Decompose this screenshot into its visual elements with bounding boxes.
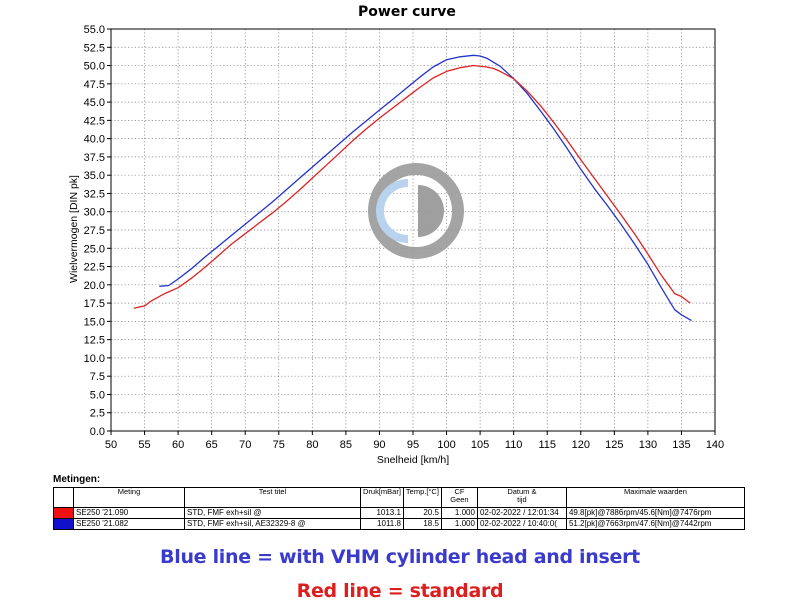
y-tick-label: 50.0: [84, 61, 105, 73]
y-tick-label: 25.0: [84, 243, 105, 255]
x-tick-label: 110: [505, 439, 523, 451]
color-swatch: [53, 518, 74, 530]
datum-header-line1: Datum &: [507, 487, 537, 496]
logo-d: [418, 185, 444, 237]
y-tick-label: 30.0: [84, 207, 105, 219]
temp-cell: 18.5: [402, 518, 442, 530]
blue-line-caption: Blue line = with VHM cylinder head and i…: [160, 546, 640, 568]
y-tick-label: 40.0: [84, 134, 105, 146]
x-tick-label: 125: [605, 439, 623, 451]
y-tick-labels: 0.0 2.5 5.0 7.5 10.0 12.5 15.0 17.5 20.0 22.5 25.0…: [84, 24, 105, 438]
x-tick-label: 60: [172, 439, 184, 451]
cf-header-line2: Geen: [450, 495, 469, 504]
y-tick-label: 10.0: [84, 353, 105, 365]
x-tick-label: 90: [373, 439, 385, 451]
y-tick-label: 15.0: [84, 316, 105, 328]
y-tick-label: 20.0: [84, 280, 105, 292]
y-tick-label: 2.5: [90, 408, 105, 420]
x-tick-label: 70: [239, 439, 251, 451]
x-tick-label: 75: [273, 439, 285, 451]
measurements-table: Meting Test titel Druk[mBar] Temp.[°C] C…: [53, 487, 745, 530]
x-tick-label: 120: [572, 439, 590, 451]
series-line: [133, 64, 691, 309]
temp-header: Temp.[°C]: [402, 487, 442, 508]
cf-cell: 1.000: [440, 507, 478, 519]
x-tick-label: 130: [639, 439, 657, 451]
y-tick-label: 0.0: [90, 426, 105, 438]
y-tick-label: 55.0: [84, 24, 105, 36]
cf-cell: 1.000: [440, 518, 478, 530]
grid: [107, 28, 716, 435]
table-header-row: Meting Test titel Druk[mBar] Temp.[°C] C…: [53, 487, 745, 508]
measurements-title: Metingen:: [53, 474, 101, 485]
chart-title: Power curve: [358, 4, 456, 20]
datum-cell: 02-02-2022 / 10:40:0(: [476, 518, 567, 530]
x-axis-label: Snelheid [km/h]: [377, 454, 449, 466]
test-titel-cell: STD, FMF exh+sil @: [184, 507, 361, 519]
cf-header: CF Geen: [440, 487, 478, 508]
y-tick-label: 12.5: [84, 335, 105, 347]
y-tick-label: 27.5: [84, 225, 105, 237]
test-titel-header: Test titel: [184, 487, 361, 508]
test-titel-cell: STD, FMF exh+sil, AE32329-8 @: [184, 518, 361, 530]
datum-header-line2: tijd: [517, 495, 527, 504]
x-tick-label: 140: [706, 439, 724, 451]
power-curve-chart: Power curve 50 55 60 65 70 75 80 85 90 95 100 105 11…: [68, 4, 724, 466]
red-line-caption: Red line = standard: [296, 580, 504, 602]
x-tick-label: 80: [306, 439, 318, 451]
color-header: [53, 487, 74, 508]
datum-cell: 02-02-2022 / 12:01:34: [476, 507, 567, 519]
logo-c: [376, 179, 409, 243]
meting-header: Meting: [73, 487, 185, 508]
temp-cell: 20.5: [402, 507, 442, 519]
druk-cell: 1011.8: [360, 518, 404, 530]
y-tick-label: 52.5: [84, 42, 105, 54]
y-tick-label: 35.0: [84, 170, 105, 182]
y-tick-label: 45.0: [84, 97, 105, 109]
table-row: SE250 '21.090 STD, FMF exh+sil @ 1013.1 …: [53, 507, 745, 519]
y-tick-label: 37.5: [84, 152, 105, 164]
x-tick-label: 115: [538, 439, 556, 451]
cf-header-line1: CF: [454, 487, 465, 496]
cd-logo-icon: [368, 163, 464, 259]
x-tick-label: 65: [206, 439, 218, 451]
y-tick-label: 32.5: [84, 188, 105, 200]
datum-header: Datum & tijd: [476, 487, 567, 508]
x-tick-label: 55: [138, 439, 150, 451]
logo-ring: [368, 163, 464, 259]
x-tick-label: 85: [340, 439, 352, 451]
meting-cell: SE250 '21.082: [73, 518, 185, 530]
druk-cell: 1013.1: [360, 507, 404, 519]
table-row: SE250 '21.082 STD, FMF exh+sil, AE32329-…: [53, 518, 745, 530]
series-layer: [133, 54, 692, 322]
y-tick-label: 42.5: [84, 115, 105, 127]
druk-header: Druk[mBar]: [360, 487, 404, 508]
x-tick-label: 100: [437, 439, 455, 451]
y-tick-label: 7.5: [90, 371, 105, 383]
x-tick-label: 105: [471, 439, 489, 451]
y-tick-label: 22.5: [84, 262, 105, 274]
x-tick-label: 95: [407, 439, 419, 451]
y-tick-label: 17.5: [84, 298, 105, 310]
color-swatch: [53, 507, 74, 519]
x-tick-label: 50: [105, 439, 117, 451]
max-cell: 49.8[pk]@7886rpm/45.6[Nm]@7476rpm: [565, 507, 745, 519]
meting-cell: SE250 '21.090: [73, 507, 185, 519]
plot-area: [110, 28, 716, 432]
y-tick-label: 5.0: [90, 389, 105, 401]
series-line: [159, 54, 692, 322]
max-cell: 51.2[pk]@7663rpm/47.6[Nm]@7442rpm: [565, 518, 745, 530]
x-tick-label: 135: [672, 439, 690, 451]
x-tick-labels: 50 55 60 65 70 75 80 85 90 95 100 105 110 115 120 125 13…: [105, 439, 724, 451]
max-header: Maximale waarden: [565, 487, 745, 508]
y-tick-label: 47.5: [84, 79, 105, 91]
y-axis-label: Wielvermogen [DIN pk]: [68, 175, 80, 283]
